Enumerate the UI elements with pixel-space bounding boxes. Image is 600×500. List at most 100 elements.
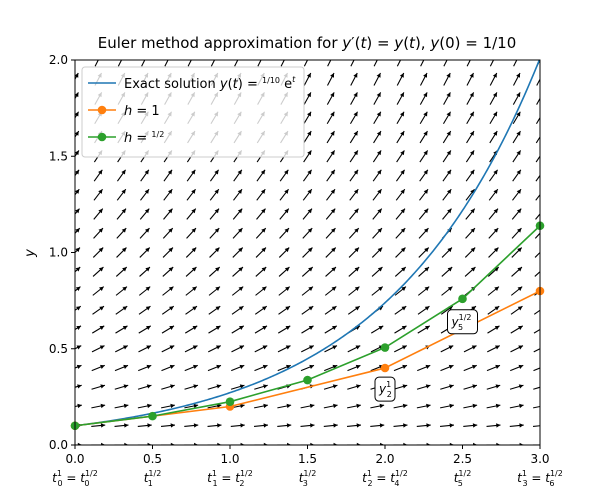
- slope-arrow: [184, 423, 199, 428]
- slope-arrow: [254, 442, 268, 445]
- slope-arrow: [208, 286, 221, 296]
- slope-arrow: [350, 92, 358, 105]
- slope-arrow: [75, 286, 81, 292]
- slope-arrow: [349, 188, 359, 201]
- slope-arrow: [373, 92, 382, 105]
- slope-arrow: [137, 384, 152, 390]
- slope-arrow: [394, 325, 407, 334]
- slope-arrow: [373, 72, 381, 86]
- slope-arrow: [418, 227, 429, 239]
- slope-arrow: [487, 305, 500, 315]
- slope-arrow: [347, 345, 361, 353]
- slope-arrow: [348, 227, 360, 239]
- slope-arrow: [349, 111, 359, 125]
- slope-arrow: [303, 150, 312, 163]
- slope-arrow: [488, 169, 499, 182]
- slope-arrow: [486, 384, 501, 390]
- slope-arrow: [371, 286, 384, 296]
- annotation: y1 2: [374, 376, 396, 402]
- slope-arrow: [441, 266, 453, 277]
- x-tick-label: 2.0: [375, 452, 394, 466]
- slope-arrow: [372, 208, 383, 220]
- slope-arrow: [443, 92, 451, 105]
- slope-arrow: [92, 305, 105, 315]
- slope-arrow: [416, 403, 431, 409]
- x-tick-label: 0.0: [65, 452, 84, 466]
- x-tick-sublabel: t1 3 = t1/2 6: [517, 469, 563, 488]
- slope-arrow: [370, 325, 384, 334]
- slope-arrow: [373, 111, 382, 125]
- slope-arrow: [372, 188, 382, 201]
- legend-entry: Exact solution y(t) = 1/10 et: [88, 75, 296, 92]
- slope-arrow: [161, 403, 175, 409]
- slope-arrow: [208, 305, 221, 315]
- slope-arrow: [186, 227, 197, 239]
- slope-arrow: [487, 286, 500, 296]
- slope-arrow: [488, 208, 499, 220]
- slope-arrow: [116, 188, 127, 201]
- slope-arrow: [75, 92, 79, 100]
- slope-arrow: [91, 384, 106, 390]
- slope-arrow: [254, 345, 268, 353]
- slope-arrow: [463, 345, 477, 353]
- slope-arrow: [253, 423, 269, 428]
- slope-arrow: [534, 271, 540, 277]
- x-tick-sublabel: t1 0 = t1/2 0: [52, 469, 98, 488]
- slope-arrow: [207, 442, 222, 445]
- slope-arrow: [277, 364, 291, 372]
- slope-arrow: [440, 442, 454, 445]
- slope-arrow: [327, 72, 335, 86]
- slope-arrow: [116, 227, 127, 239]
- slope-arrow: [231, 345, 245, 353]
- slope-arrow: [489, 130, 498, 144]
- slope-arrow: [278, 247, 290, 258]
- slope-arrow: [209, 247, 220, 258]
- slope-arrow: [230, 442, 245, 445]
- slope-arrow: [301, 325, 314, 334]
- slope-arrow: [137, 423, 152, 428]
- slope-arrow: [184, 325, 198, 334]
- slope-arrow: [371, 247, 383, 258]
- slope-arrow: [372, 169, 382, 182]
- slope-arrow: [488, 227, 499, 239]
- slope-arrow: [511, 208, 522, 220]
- slope-arrow: [326, 150, 336, 163]
- slope-arrow: [140, 188, 150, 201]
- slope-arrow: [463, 442, 478, 445]
- slope-arrow: [440, 384, 454, 390]
- slope-arrow: [185, 266, 197, 277]
- slope-arrow: [161, 384, 175, 390]
- slope-arrow: [370, 403, 385, 409]
- slope-arrow: [419, 92, 428, 105]
- slope-arrow: [92, 286, 105, 296]
- slope-arrow: [325, 247, 337, 258]
- slope-arrow: [396, 150, 405, 163]
- slope-arrow: [186, 188, 196, 201]
- slope-arrow: [510, 286, 523, 296]
- slope-arrow: [75, 305, 82, 311]
- slope-arrow: [255, 286, 267, 296]
- slope-arrow: [420, 72, 428, 86]
- slope-arrow: [419, 188, 429, 201]
- slope-arrow: [442, 150, 452, 163]
- slope-arrow: [139, 266, 151, 277]
- slope-arrow: [489, 72, 498, 86]
- slope-arrow: [463, 423, 478, 428]
- slope-arrow: [301, 286, 314, 296]
- slope-arrow: [161, 305, 175, 315]
- slope-arrow: [302, 169, 313, 182]
- slope-arrow: [372, 150, 382, 163]
- slope-arrow: [162, 266, 174, 277]
- slope-arrow: [277, 423, 292, 428]
- slope-arrow: [232, 266, 244, 277]
- slope-arrow: [209, 188, 220, 201]
- slope-arrow: [279, 208, 290, 220]
- slope-arrow: [442, 208, 452, 220]
- annotations: y1 2 y1/2 5: [374, 309, 478, 402]
- slope-arrow: [324, 325, 338, 334]
- slope-arrow: [509, 403, 524, 409]
- slope-arrow: [231, 286, 244, 296]
- y-tick-label: 0.0: [49, 438, 68, 452]
- slope-arrow: [509, 384, 524, 390]
- slope-arrow: [486, 423, 501, 428]
